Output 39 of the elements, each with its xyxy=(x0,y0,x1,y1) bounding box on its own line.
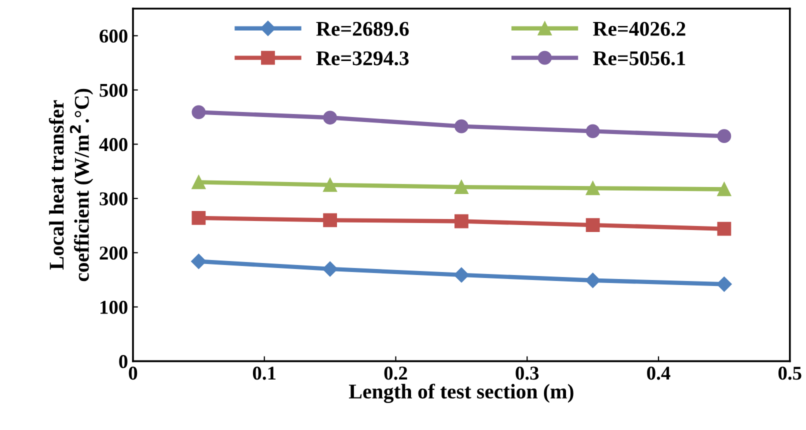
x-tick-label: 0.2 xyxy=(384,366,408,380)
point xyxy=(323,213,337,228)
y-tick-label: 200 xyxy=(100,246,128,260)
y-tick-label: 600 xyxy=(100,30,128,43)
y-tick-label: 300 xyxy=(100,192,128,206)
point xyxy=(586,124,600,138)
x-tick-label: 0.5 xyxy=(778,366,802,380)
point xyxy=(323,110,337,125)
x-tick-label: 0 xyxy=(128,366,138,380)
legend-label: Re=3294.3 xyxy=(316,51,409,66)
y-tick-label: 400 xyxy=(99,138,128,152)
y-axis-title: Local heat transfer coefficient (W/m$^{2}$.°C) xyxy=(48,88,94,282)
x-axis-title: Length of test section (m) xyxy=(348,384,574,403)
point xyxy=(585,272,600,288)
legend-label: Re=4026.2 xyxy=(593,22,686,36)
point xyxy=(716,276,732,292)
point xyxy=(323,178,337,192)
point xyxy=(192,211,206,225)
x-tick-label: 0.4 xyxy=(647,366,670,380)
legend-label: Re=5056.1 xyxy=(593,51,686,66)
x-tick-label: 0.3 xyxy=(516,366,539,380)
y-tick-label: 500 xyxy=(100,84,128,97)
point xyxy=(717,129,732,144)
y-tick-label: 0 xyxy=(119,355,128,368)
point xyxy=(717,182,732,196)
point xyxy=(454,267,470,283)
point xyxy=(454,180,468,194)
point xyxy=(192,175,206,190)
point xyxy=(322,261,338,277)
legend-label: Re=2689.6 xyxy=(316,22,409,36)
point xyxy=(586,181,600,196)
point xyxy=(454,214,468,228)
point xyxy=(454,119,468,134)
x-tick-label: 0.1 xyxy=(252,366,276,380)
y-tick-label: 100 xyxy=(100,300,128,314)
point xyxy=(586,218,600,232)
point xyxy=(191,254,206,269)
point xyxy=(192,105,206,120)
point xyxy=(717,222,732,236)
